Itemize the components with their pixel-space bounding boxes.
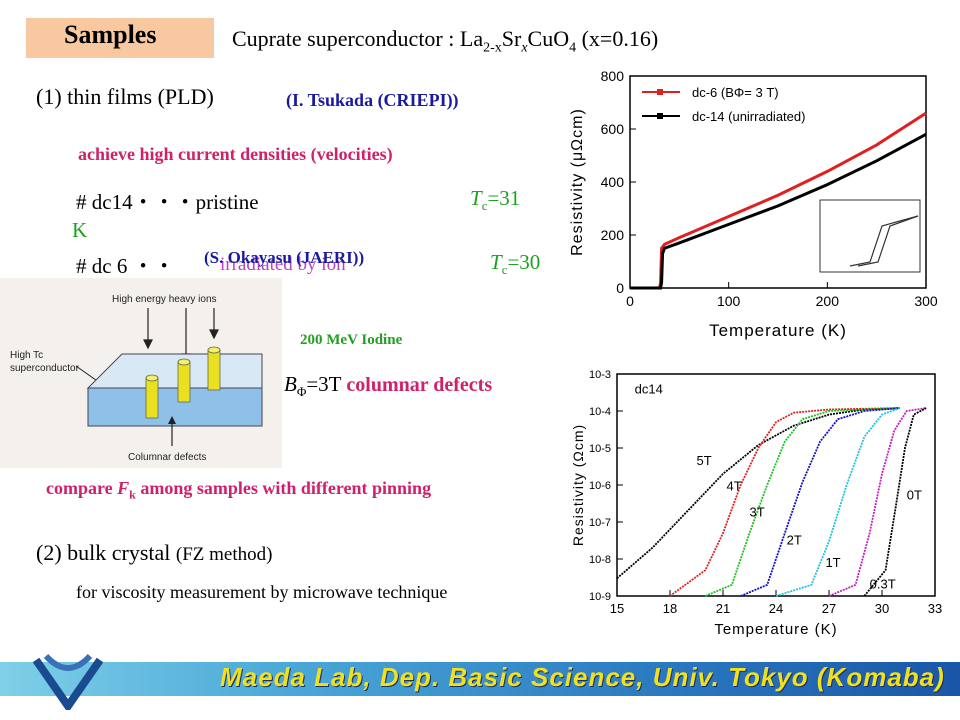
okayasu-credit: (S. Okayasu (JAERI)) — [204, 248, 365, 267]
x-tick-label: 24 — [769, 601, 783, 616]
legend-label: dc-6 (BΦ= 3 T) — [692, 85, 779, 100]
slab-top — [86, 353, 263, 389]
ions-label: High energy heavy ions — [112, 294, 217, 305]
compare-text: compare Fk among samples with different … — [46, 478, 432, 502]
y-tick-label: 10-5 — [589, 443, 611, 455]
series-line — [704, 407, 900, 597]
legend-marker — [657, 113, 663, 119]
y-tick-label: 0 — [616, 280, 624, 296]
page-subtitle: Cuprate superconductor : La2-xSrxCuO4 (x… — [232, 26, 659, 56]
plot-frame — [616, 373, 936, 597]
inset-frame — [819, 199, 921, 273]
inset-line — [849, 215, 919, 267]
section2-purpose: for viscosity measurement by microwave t… — [76, 582, 448, 602]
x-tick-label: 18 — [663, 601, 677, 616]
series-line — [669, 407, 900, 597]
columnar-cylinders — [145, 346, 221, 419]
annotation-label: 0T — [907, 488, 922, 503]
annotation-label: 5T — [697, 453, 712, 468]
annotation-label: dc14 — [635, 381, 663, 396]
series-line — [630, 132, 927, 290]
y-tick-label: 400 — [601, 174, 625, 190]
ion-energy: 200 MeV Iodine — [300, 332, 403, 348]
dc6-label: # dc 6 ・・ — [76, 254, 175, 278]
annotation-label: 3T — [750, 505, 765, 520]
sc-label-2: superconductor — [10, 363, 80, 374]
university-logo-icon — [32, 653, 104, 710]
x-tick-label: 100 — [717, 293, 741, 309]
x-tick-label: 27 — [822, 601, 836, 616]
transition-chart: 15 18 21 24 27 30 33 10-9 10-8 10-7 10-6 10-5 10-4 10… — [565, 360, 955, 645]
x-tick-label: 0 — [626, 293, 634, 309]
y-tick-label: 10-4 — [589, 406, 611, 418]
annotation-label: 0.3T — [870, 576, 896, 591]
series-line — [863, 407, 927, 597]
series-line — [740, 407, 900, 597]
columnar-defect-diagram: High energy heavy ions High Tc supercond… — [0, 278, 282, 468]
y-tick-label: 200 — [601, 227, 625, 243]
y-axis-label: Resistivity (μΩcm) — [569, 108, 586, 256]
x-tick-label: 200 — [816, 293, 840, 309]
y-tick-label: 10-6 — [589, 480, 611, 492]
footer-text: Maeda Lab, Dep. Basic Science, Univ. Tok… — [220, 662, 945, 692]
x-tick-label: 33 — [928, 601, 942, 616]
dc6-tc: Tc=30 — [490, 250, 541, 278]
tsukada-credit: (I. Tsukada (CRIEPI)) — [286, 90, 459, 110]
annotation-label: 2T — [787, 532, 802, 547]
dc14-tc: Tc=31 — [470, 186, 521, 214]
series-line — [775, 407, 900, 597]
x-axis-label: Temperature (K) — [709, 321, 847, 340]
resistivity-chart: 0 100 200 300 0 200 400 600 800 Temperature (K) Re… — [560, 62, 950, 352]
y-tick-label: 800 — [601, 68, 625, 84]
dc6-irradiated: irradiated by ion — [220, 254, 346, 275]
x-tick-label: 15 — [610, 601, 624, 616]
series-line — [828, 407, 927, 597]
x-axis-label: Temperature (K) — [714, 621, 837, 638]
title-background — [26, 18, 214, 58]
inset-line — [857, 215, 919, 267]
field-defects: BΦ=3T columnar defects — [284, 372, 493, 400]
y-axis-label: Resistivity (Ωcm) — [570, 424, 586, 546]
x-tick-label: 30 — [875, 601, 889, 616]
y-tick-label: 600 — [601, 121, 625, 137]
y-tick-label: 10-9 — [589, 591, 611, 603]
annotation-label: 1T — [825, 555, 840, 570]
series-line — [616, 407, 900, 580]
x-tick-label: 21 — [716, 601, 730, 616]
legend-marker — [657, 89, 663, 95]
x-tick-label: 300 — [914, 293, 938, 309]
section2-heading: (2) bulk crystal (FZ method) — [36, 540, 273, 565]
sc-label-1: High Tc — [10, 350, 43, 361]
section1-heading: (1) thin films (PLD) — [36, 84, 214, 109]
y-tick-label: 10-8 — [589, 554, 611, 566]
page-title: Samples — [64, 20, 157, 49]
legend-label: dc-14 (unirradiated) — [692, 109, 805, 124]
y-tick-label: 10-7 — [589, 517, 611, 529]
y-tick-label: 10-3 — [589, 369, 611, 381]
footer-banner: Maeda Lab, Dep. Basic Science, Univ. Tok… — [0, 650, 960, 710]
annotation-label: 4T — [727, 479, 742, 494]
goal-text: achieve high current densities (velociti… — [78, 144, 393, 164]
dc14-kelvin: K — [72, 218, 88, 242]
slab-front — [87, 387, 263, 427]
defect-label: Columnar defects — [128, 452, 206, 463]
dc14-label: # dc14・・・pristine — [76, 190, 259, 214]
